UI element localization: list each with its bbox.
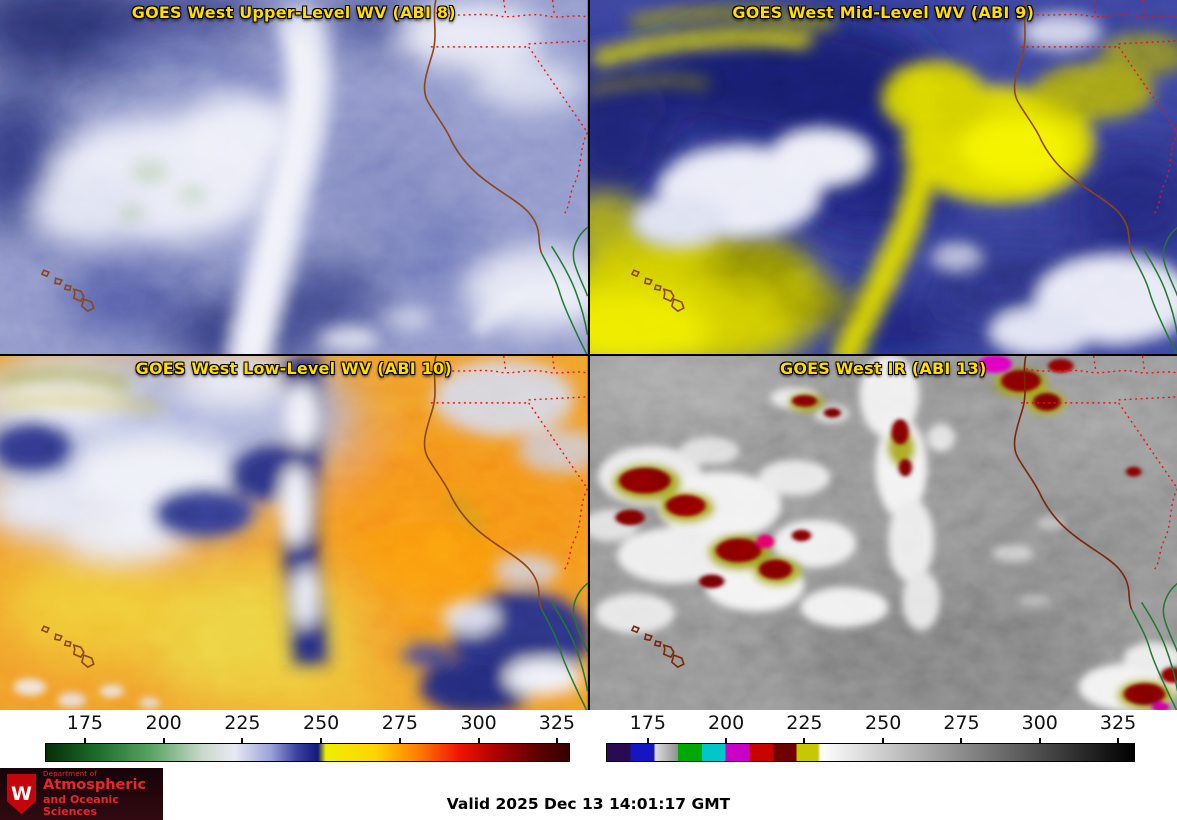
panel-title-abi10: GOES West Low-Level WV (ABI 10) — [135, 359, 452, 378]
colorbar-wv — [45, 743, 570, 762]
panel-title-abi8: GOES West Upper-Level WV (ABI 8) — [131, 3, 456, 22]
colorbar-tick-label: 300 — [460, 712, 497, 734]
logo-line-atmospheric: Atmospheric — [43, 777, 147, 794]
colorbar-tick-label: 250 — [303, 712, 340, 734]
colorbar-tick-label: 325 — [1099, 712, 1137, 734]
tick-mark — [960, 738, 963, 743]
colorbar-tick-label: 200 — [145, 712, 182, 734]
footer: W Department of Atmospheric and Oceanic … — [0, 768, 1177, 820]
tick-mark — [1117, 738, 1120, 743]
panel-ir-abi13: GOES West IR (ABI 13) — [589, 356, 1177, 710]
tick-mark — [241, 738, 244, 743]
colorbar-ir — [606, 743, 1135, 762]
colorbar-group-wv: 175 200 225 250 275 300 325 — [45, 710, 575, 768]
tick-mark — [320, 738, 323, 743]
tick-mark — [555, 738, 558, 743]
panel-mid-level-wv-abi9: GOES West Mid-Level WV (ABI 9) — [589, 0, 1177, 354]
satellite-image-ir — [589, 356, 1177, 710]
valid-time-text: Valid 2025 Dec 13 14:01:17 GMT — [446, 795, 731, 813]
tick-mark — [398, 738, 401, 743]
logo-line-oceanic: and Oceanic Sciences — [43, 792, 119, 818]
satellite-image-mid-level-wv — [589, 0, 1177, 354]
logo-dept-line: Department of — [43, 769, 97, 778]
satellite-image-low-level-wv — [0, 356, 588, 710]
colorbar-tick-label: 200 — [707, 712, 745, 734]
tick-mark — [882, 738, 885, 743]
panel-title-abi9: GOES West Mid-Level WV (ABI 9) — [732, 3, 1035, 22]
colorbar-tick-label: 300 — [1021, 712, 1058, 734]
panel-title-abi13: GOES West IR (ABI 13) — [780, 359, 987, 378]
colorbar-tick-label: 325 — [538, 712, 576, 734]
tick-mark — [477, 738, 480, 743]
tick-mark — [162, 738, 165, 743]
colorbar-strip: 175 200 225 250 275 300 325 175 200 225 … — [0, 710, 1177, 768]
colorbar-tick-label: 225 — [224, 712, 261, 734]
colorbar-tick-label: 275 — [943, 712, 980, 734]
colorbar-tick-label: 275 — [381, 712, 419, 734]
panel-upper-level-wv-abi8: GOES West Upper-Level WV (ABI 8) — [0, 0, 588, 354]
tick-mark — [83, 738, 86, 743]
colorbar-group-ir: 175 200 225 250 275 300 325 — [606, 710, 1137, 768]
tick-mark — [646, 738, 649, 743]
satellite-image-upper-level-wv — [0, 0, 588, 354]
uw-aos-logo-text: Department of Atmospheric and Oceanic Sc… — [43, 769, 156, 818]
colorbar-tick-label: 175 — [629, 712, 666, 734]
uw-aos-logo: W Department of Atmospheric and Oceanic … — [0, 768, 163, 820]
tick-mark — [803, 738, 806, 743]
tick-mark — [1038, 738, 1041, 743]
quad-grid: GOES West Upper-Level WV (ABI 8) — [0, 0, 1177, 710]
colorbar-tick-label: 250 — [865, 712, 902, 734]
tick-mark — [725, 738, 728, 743]
colorbar-tick-label: 175 — [66, 712, 104, 734]
panel-low-level-wv-abi10: GOES West Low-Level WV (ABI 10) — [0, 356, 588, 710]
colorbar-tick-label: 225 — [786, 712, 823, 734]
